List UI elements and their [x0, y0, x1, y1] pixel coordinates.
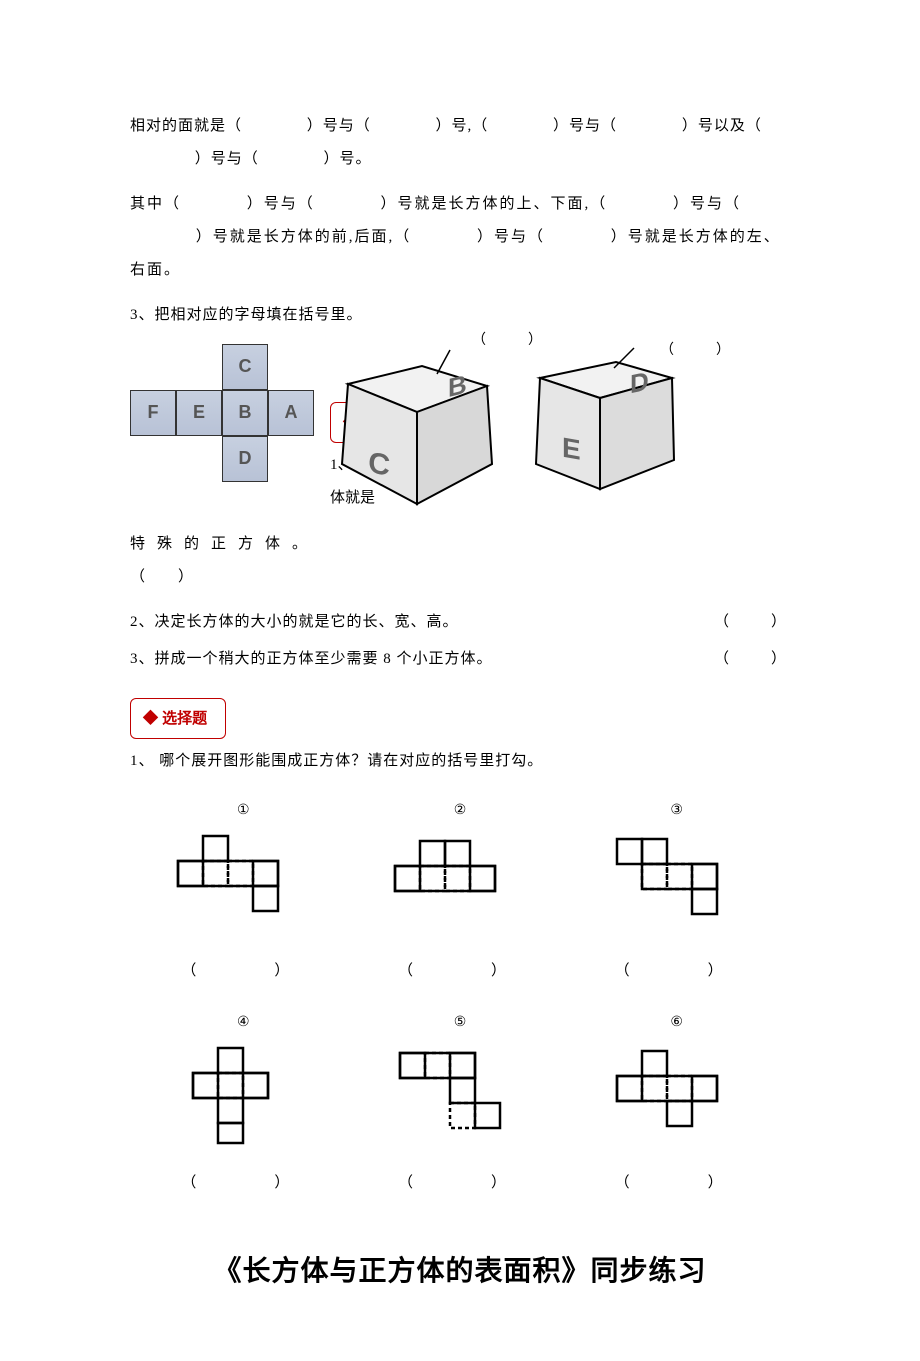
cube1-svg: C B: [332, 344, 502, 509]
mc-blank-4: （ ）: [150, 1167, 337, 1200]
cube1-front-letter: C: [367, 446, 391, 483]
mc-blank-3: （ ）: [583, 955, 770, 988]
mc-cell-6: ⑥ （ ）: [583, 1008, 770, 1200]
net-face-D: D: [222, 436, 268, 482]
judge-q3-row: 3、拼成一个稍大的正方体至少需要 8 个小正方体。 （ ）: [130, 643, 790, 676]
txt: ）号与（: [247, 196, 315, 212]
mc-net-3: [602, 831, 752, 936]
mc-label-6: ⑥: [583, 1008, 770, 1039]
mc-cell-4: ④ （ ）: [150, 1008, 337, 1200]
net-and-cubes-row: C F E B A D ◆ 判断 1、长方 体就是 （ ） C B （ ）: [130, 344, 790, 522]
txt: ）号与（: [553, 118, 617, 134]
mc-label-2: ②: [367, 796, 554, 827]
mc-blank-1: （ ）: [150, 955, 337, 988]
judge-q1-paren: （ ）: [130, 561, 790, 594]
mc-net-6: [602, 1043, 752, 1148]
net-face-A: A: [268, 390, 314, 436]
txt: ）号以及（: [682, 118, 762, 134]
txt: ）号就是长方体的上、下面,（: [381, 196, 608, 212]
txt: ）号与（: [307, 118, 371, 134]
mc-cell-3: ③ （ ）: [583, 796, 770, 988]
mc-header-text: 选择题: [162, 710, 207, 727]
mc-blank-2: （ ）: [367, 955, 554, 988]
mc-label-5: ⑤: [367, 1008, 554, 1039]
judge-q1-spread: 特殊的正方体。: [130, 528, 790, 561]
txt: ）号就是长方体的前,后面,（: [196, 229, 412, 245]
mc-label-3: ③: [583, 796, 770, 827]
cube2-wrap: （ ） E D: [514, 344, 684, 512]
judge-q2-row: 2、决定长方体的大小的就是它的长、宽、高。 （ ）: [130, 606, 790, 639]
net-face-B: B: [222, 390, 268, 436]
net-face-E: E: [176, 390, 222, 436]
cube2-right-letter: D: [630, 366, 649, 400]
cube2-front-letter: E: [562, 431, 581, 466]
q3-title: 3、把相对应的字母填在括号里。: [130, 299, 790, 332]
judge-q3-paren: （ ）: [714, 643, 790, 676]
mc-net-1: [168, 831, 318, 936]
mc-net-4: [168, 1043, 318, 1148]
cube-net: C F E B A D: [130, 344, 320, 489]
judge-q2-paren: （ ）: [714, 606, 790, 639]
mc-cell-1: ① （ ）: [150, 796, 337, 988]
para-opposite-2: 其中（ ）号与（ ）号就是长方体的上、下面,（ ）号与（ ）号就是长方体的前,后…: [130, 188, 790, 287]
cube1-wrap: （ ） C B: [332, 344, 502, 522]
mc-tag: ◆ 选择题: [130, 698, 226, 739]
mc-net-5: [385, 1043, 535, 1148]
mc-cell-5: ⑤ （ ）: [367, 1008, 554, 1200]
diamond-icon: ◆: [143, 710, 162, 727]
cube2-blank: （ ）: [660, 336, 730, 367]
txt: ）号与（: [195, 151, 259, 167]
txt: ）号与（: [477, 229, 545, 245]
txt: ）号。: [324, 151, 372, 167]
mc-label-1: ①: [150, 796, 337, 827]
cube1-right-letter: B: [448, 369, 467, 403]
para-opposite-1: 相对的面就是（ ）号与（ ）号,（ ）号与（ ）号以及（ ）号与（ ）号。: [130, 110, 790, 176]
txt: ）号与（: [673, 196, 741, 212]
cube2-svg: E D: [514, 344, 684, 499]
mc-label-4: ④: [150, 1008, 337, 1039]
mc-net-2: [385, 831, 535, 936]
txt: 相对的面就是（: [130, 118, 242, 134]
mc-cell-2: ② （ ）: [367, 796, 554, 988]
mc-q1: 1、 哪个展开图形能围成正方体？请在对应的括号里打勾。: [130, 745, 790, 778]
txt: 其中（: [130, 196, 181, 212]
judge-q1-spread-text: 特殊的正方体。: [130, 528, 319, 561]
mc-blank-6: （ ）: [583, 1167, 770, 1200]
page-big-title: 《长方体与正方体的表面积》同步练习: [130, 1240, 790, 1302]
net-face-C: C: [222, 344, 268, 390]
judge-q3-text: 3、拼成一个稍大的正方体至少需要 8 个小正方体。: [130, 643, 493, 676]
mc-grid: ① （ ） ②: [130, 796, 790, 1200]
judge-q2-text: 2、决定长方体的大小的就是它的长、宽、高。: [130, 606, 459, 639]
mc-blank-5: （ ）: [367, 1167, 554, 1200]
net-face-F: F: [130, 390, 176, 436]
txt: ）号,（: [436, 118, 489, 134]
